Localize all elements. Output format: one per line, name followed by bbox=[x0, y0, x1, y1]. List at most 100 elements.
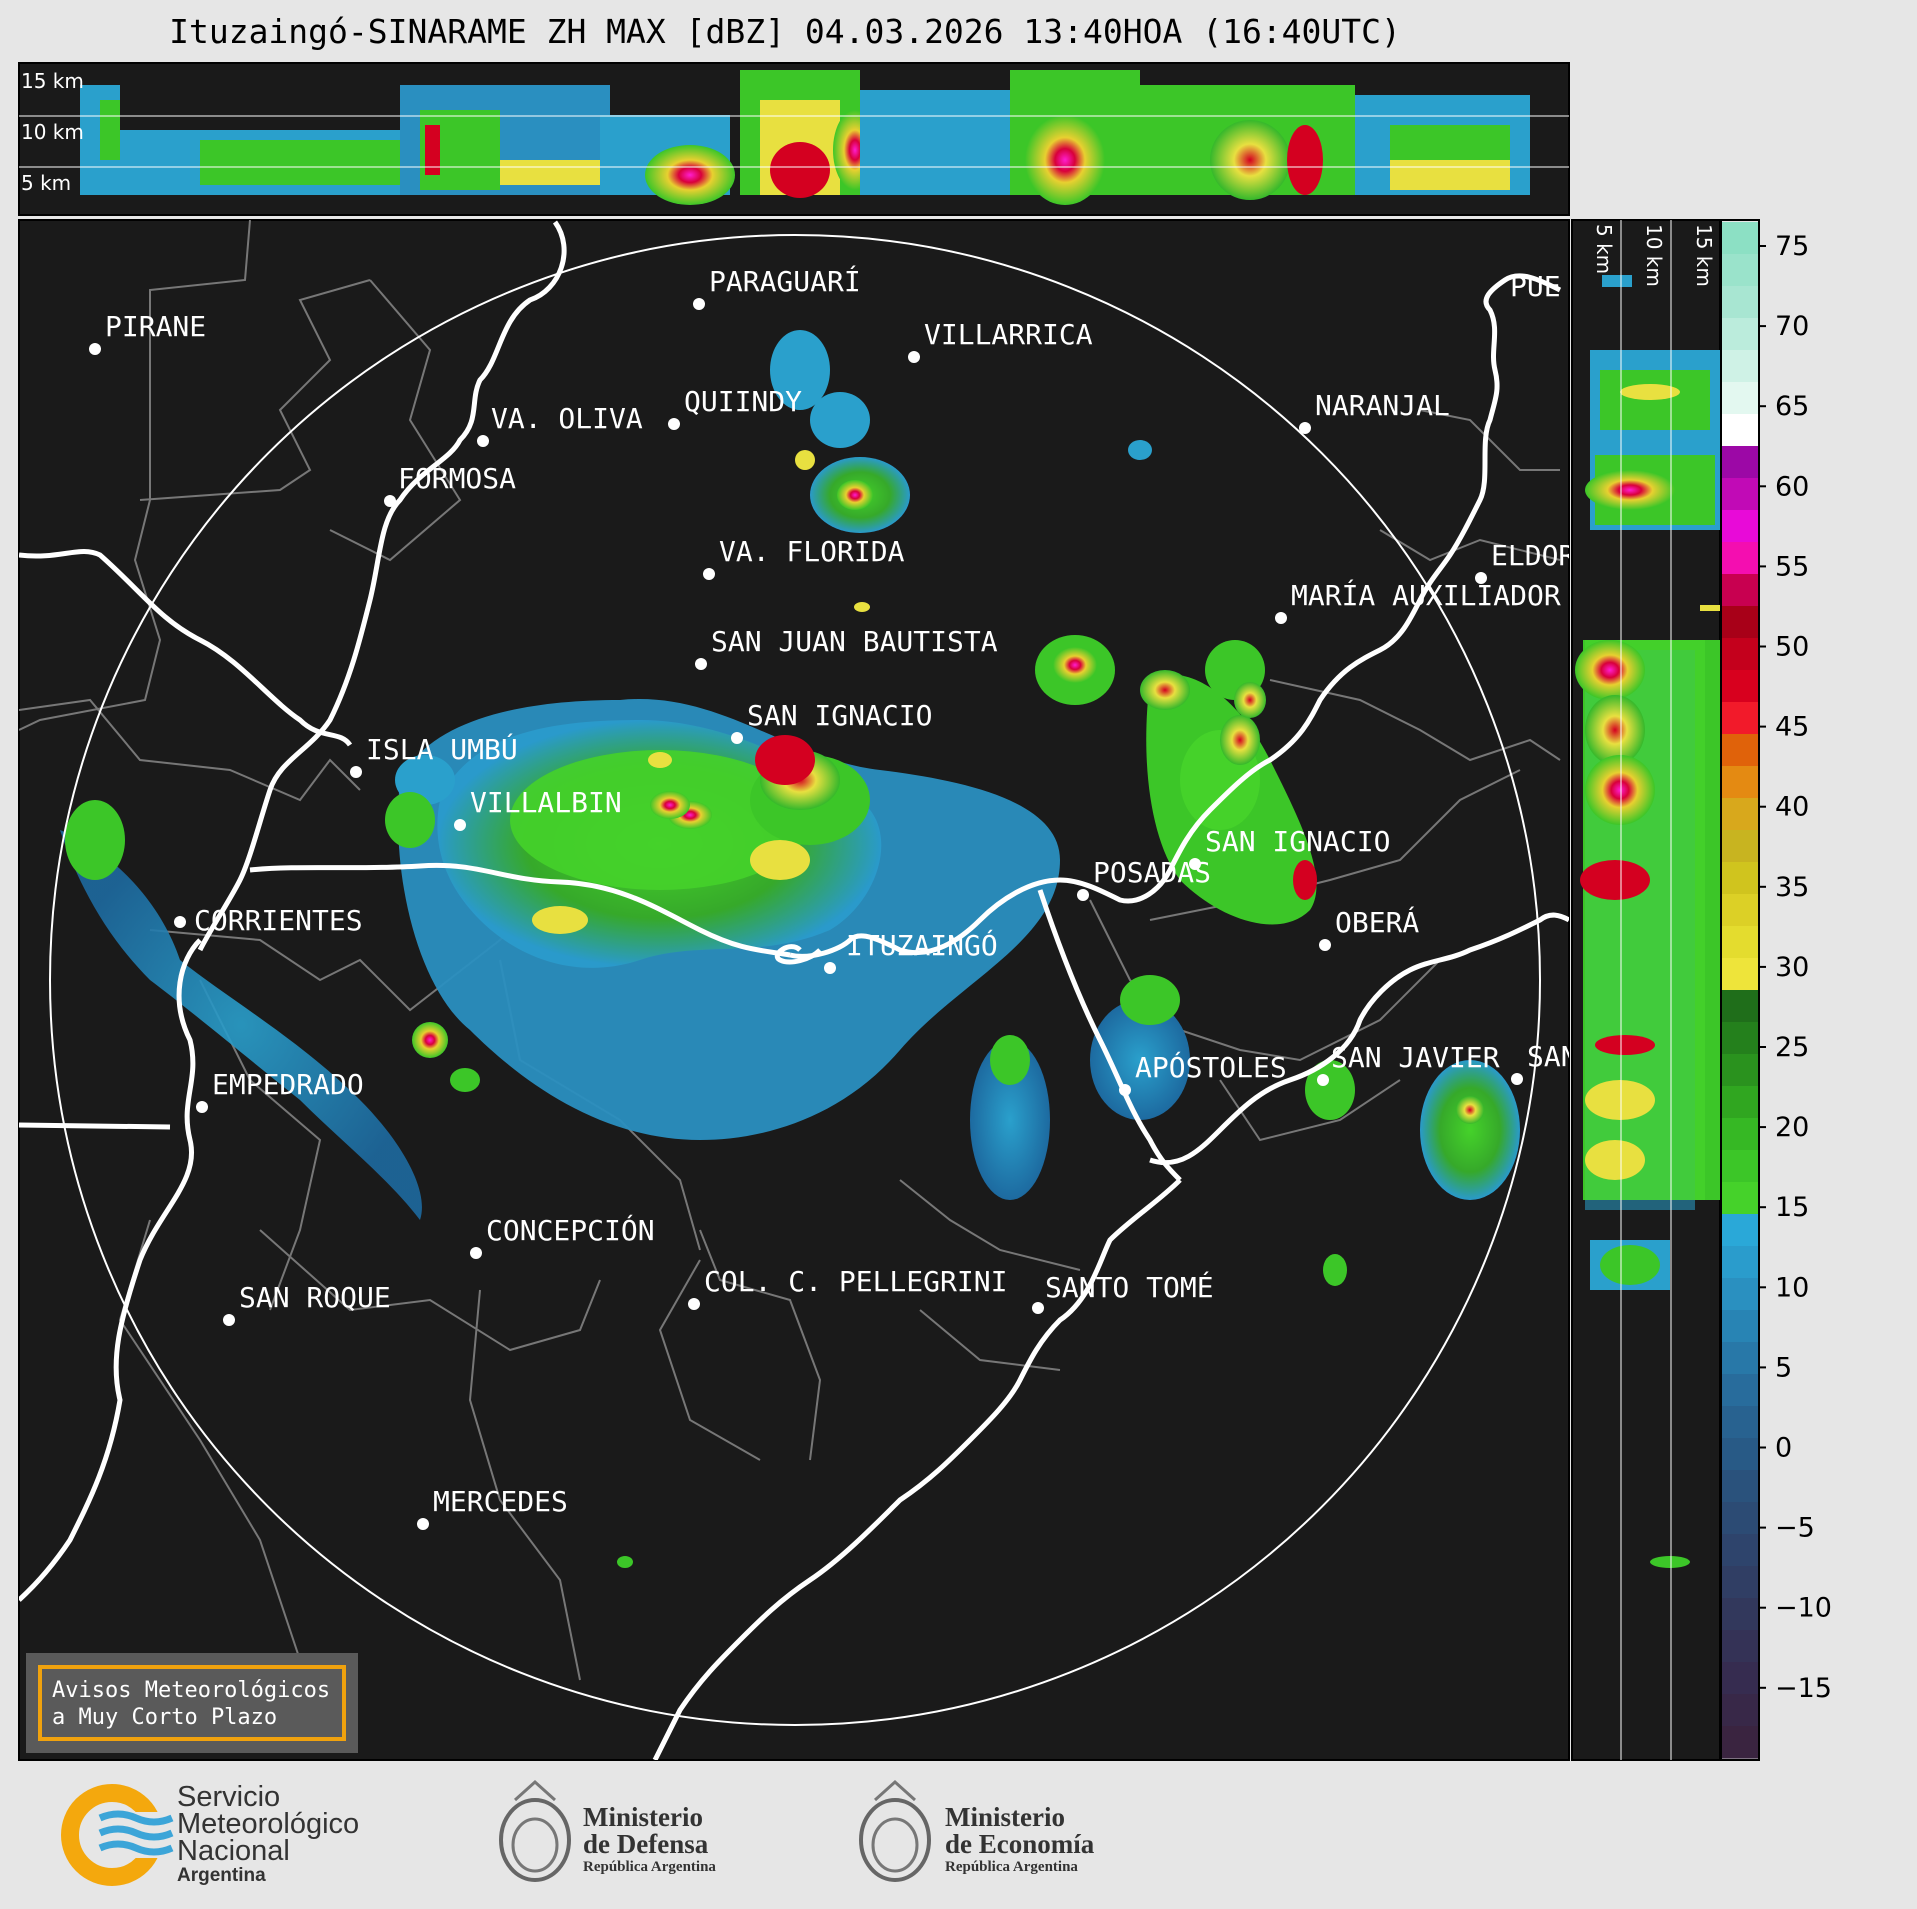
colorbar-band bbox=[1722, 1694, 1758, 1727]
place-label: VILLALBIN bbox=[470, 786, 622, 819]
colorbar-band bbox=[1722, 1374, 1758, 1407]
map-title: Ituzaingó-SINARAME ZH MAX [dBZ] 04.03.20… bbox=[169, 12, 1401, 51]
place-label: PIRANE bbox=[105, 310, 206, 343]
radar-map: PIRANE PARAGUARÍ VILLARRICA QUIINDY VA. OLIV… bbox=[18, 219, 1578, 1761]
place-label: SANTO TOMÉ bbox=[1045, 1270, 1214, 1304]
colorbar-band bbox=[1722, 254, 1758, 287]
place-marker bbox=[703, 568, 715, 580]
colorbar-band bbox=[1722, 382, 1758, 415]
place-label: SAN IGNACIO bbox=[747, 699, 932, 732]
place-label: EMPEDRADO bbox=[212, 1068, 364, 1101]
place-label: VA. OLIVA bbox=[491, 402, 643, 435]
colorbar-band bbox=[1722, 990, 1758, 1023]
place-label: COL. C. PELLEGRINI bbox=[704, 1265, 1007, 1298]
place-marker bbox=[1317, 1074, 1329, 1086]
colorbar-band bbox=[1722, 926, 1758, 959]
colorbar-band bbox=[1722, 1118, 1758, 1151]
colorbar-band bbox=[1722, 702, 1758, 735]
colorbar-band bbox=[1722, 958, 1758, 991]
colorbar-tick-label: 65 bbox=[1775, 391, 1809, 422]
place-marker bbox=[1511, 1073, 1523, 1085]
place-label: PUE bbox=[1510, 270, 1561, 303]
place-label: ELDOR bbox=[1491, 539, 1575, 572]
place-marker bbox=[824, 962, 836, 974]
colorbar-band bbox=[1722, 350, 1758, 383]
colorbar-band bbox=[1722, 1662, 1758, 1695]
place-marker bbox=[731, 732, 743, 744]
place-marker bbox=[693, 298, 705, 310]
colorbar-tick-label: 10 bbox=[1775, 1272, 1809, 1303]
place-label: MARÍA AUXILIADOR bbox=[1291, 578, 1561, 612]
place-marker bbox=[196, 1101, 208, 1113]
colorbar-band bbox=[1722, 766, 1758, 799]
colorbar-band bbox=[1722, 510, 1758, 543]
right-label-5km: 5 km bbox=[1592, 224, 1616, 274]
defensa-logo-text: Ministerio de Defensa República Argentin… bbox=[583, 1802, 716, 1875]
colorbar-tick-label: 25 bbox=[1775, 1032, 1809, 1063]
colorbar-band bbox=[1722, 1054, 1758, 1087]
place-label: FORMOSA bbox=[398, 462, 516, 495]
colorbar-tick-label: −5 bbox=[1775, 1513, 1815, 1544]
colorbar-band bbox=[1722, 542, 1758, 575]
range-ring bbox=[49, 234, 1541, 1726]
right-cross-section: 5 km 10 km 15 km bbox=[1571, 219, 1721, 1761]
place-marker bbox=[477, 435, 489, 447]
place-label: SAN bbox=[1527, 1040, 1578, 1073]
place-marker bbox=[1299, 422, 1311, 434]
colorbar-tick-label: 0 bbox=[1775, 1433, 1792, 1464]
colorbar-band bbox=[1722, 734, 1758, 767]
top-label-5km: 5 km bbox=[21, 171, 71, 195]
place-label: NARANJAL bbox=[1315, 389, 1450, 422]
place-marker bbox=[668, 418, 680, 430]
colorbar-band bbox=[1722, 1246, 1758, 1279]
place-label: SAN JAVIER bbox=[1331, 1041, 1500, 1074]
colorbar-band bbox=[1722, 638, 1758, 671]
colorbar-band bbox=[1722, 1342, 1758, 1375]
colorbar-tick-label: 40 bbox=[1775, 792, 1809, 823]
colorbar-band bbox=[1722, 574, 1758, 607]
place-labels: PIRANE PARAGUARÍ VILLARRICA QUIINDY VA. OLIV… bbox=[89, 264, 1578, 1530]
top-label-15km: 15 km bbox=[21, 69, 84, 93]
colorbar-tick-label: 60 bbox=[1775, 471, 1809, 502]
colorbar-tick-label: 15 bbox=[1775, 1192, 1809, 1223]
colorbar-band bbox=[1722, 414, 1758, 447]
colorbar-band bbox=[1722, 1182, 1758, 1215]
colorbar-band bbox=[1722, 222, 1758, 255]
colorbar-band bbox=[1722, 286, 1758, 319]
place-marker bbox=[1275, 612, 1287, 624]
right-label-10km: 10 km bbox=[1642, 224, 1666, 287]
colorbar-band bbox=[1722, 670, 1758, 703]
place-label: POSADAS bbox=[1093, 856, 1211, 889]
place-label: ITUZAINGÓ bbox=[846, 928, 998, 962]
colorbar-band bbox=[1722, 1406, 1758, 1439]
place-marker bbox=[470, 1247, 482, 1259]
colorbar-tick-label: 55 bbox=[1775, 551, 1809, 582]
place-label: VA. FLORIDA bbox=[719, 535, 905, 568]
place-marker bbox=[1189, 858, 1201, 870]
colorbar-band bbox=[1722, 1630, 1758, 1663]
colorbar-band bbox=[1722, 606, 1758, 639]
colorbar-band bbox=[1722, 798, 1758, 831]
colorbar-band bbox=[1722, 1726, 1758, 1759]
avisos-line1: Avisos Meteorológicos bbox=[52, 1678, 331, 1703]
radar-echoes bbox=[60, 330, 1520, 1568]
place-label: VILLARRICA bbox=[924, 318, 1093, 351]
colorbar-band bbox=[1722, 862, 1758, 895]
colorbar-band bbox=[1722, 1502, 1758, 1535]
colorbar-tick-label: 35 bbox=[1775, 872, 1809, 903]
right-label-15km: 15 km bbox=[1692, 224, 1716, 287]
place-marker bbox=[908, 351, 920, 363]
colorbar-tick-label: 5 bbox=[1775, 1352, 1792, 1383]
colorbar-band bbox=[1722, 1438, 1758, 1471]
colorbar-tick-label: −15 bbox=[1775, 1673, 1832, 1704]
place-label: APÓSTOLES bbox=[1135, 1050, 1287, 1084]
place-marker bbox=[454, 819, 466, 831]
colorbar-band bbox=[1722, 1534, 1758, 1567]
place-label: OBERÁ bbox=[1335, 905, 1419, 939]
place-marker bbox=[1475, 572, 1487, 584]
colorbar-band bbox=[1722, 1566, 1758, 1599]
colorbar-tick-label: 75 bbox=[1775, 231, 1809, 262]
colorbar-tick-label: 50 bbox=[1775, 632, 1809, 663]
place-label: SAN JUAN BAUTISTA bbox=[711, 625, 998, 658]
